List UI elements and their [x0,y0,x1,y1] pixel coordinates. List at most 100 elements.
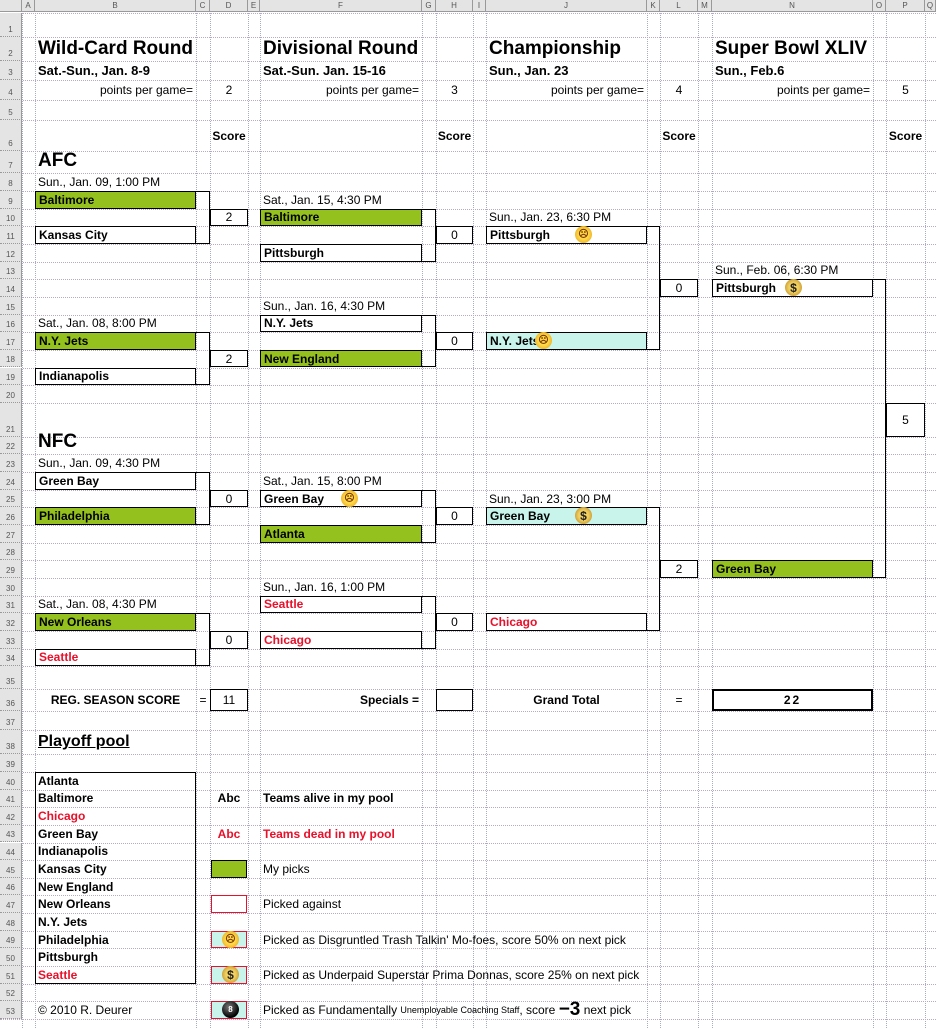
column-header-M[interactable]: M [698,0,712,12]
row-header-49[interactable]: 49 [0,930,22,949]
team-slot[interactable]: Pittsburgh ☹ [486,226,647,244]
column-header-I[interactable]: I [473,0,486,12]
legend-label-part: next pick [580,1003,632,1018]
row-header-43[interactable]: 43 [0,824,22,843]
row-header-41[interactable]: 41 [0,789,22,808]
column-header-O[interactable]: O [873,0,886,12]
row-header-37[interactable]: 37 [0,711,22,731]
row-header-35[interactable]: 35 [0,666,22,690]
row-header-8[interactable]: 8 [0,173,22,191]
select-all-corner[interactable] [0,0,22,12]
row-header-44[interactable]: 44 [0,842,22,861]
team-slot[interactable]: Indianapolis [35,367,196,386]
row-header-9[interactable]: 9 [0,191,22,209]
row-header-27[interactable]: 27 [0,525,22,543]
row-header-21[interactable]: 21 [0,402,22,437]
team-slot[interactable]: Green Bay $ [486,507,647,526]
team-slot[interactable]: Pittsburgh [260,243,422,262]
gridline [0,37,936,38]
team-slot[interactable]: Seattle [35,648,196,667]
row-header-47[interactable]: 47 [0,895,22,914]
column-header-K[interactable]: K [647,0,660,12]
column-header-N[interactable]: N [712,0,873,12]
gridline [473,0,474,1028]
team-slot[interactable]: Green Bay ☹ [260,489,422,508]
row-header-29[interactable]: 29 [0,560,22,578]
row-header-10[interactable]: 10 [0,208,22,227]
row-header-1[interactable]: 1 [0,13,22,37]
row-header-16[interactable]: 16 [0,314,22,333]
team-slot[interactable]: Baltimore [260,208,422,227]
row-header-36[interactable]: 36 [0,689,22,712]
row-header-24[interactable]: 24 [0,472,22,490]
specials-value[interactable] [436,689,473,712]
row-header-31[interactable]: 31 [0,595,22,614]
row-header-34[interactable]: 34 [0,648,22,667]
column-header-Q[interactable]: Q [925,0,936,12]
row-header-17[interactable]: 17 [0,332,22,350]
row-header-51[interactable]: 51 [0,966,22,984]
row-header-46[interactable]: 46 [0,877,22,896]
team-slot[interactable]: New England [260,349,422,368]
row-header-23[interactable]: 23 [0,454,22,473]
team-slot[interactable]: Chicago [486,613,647,631]
row-header-38[interactable]: 38 [0,730,22,755]
row-header-39[interactable]: 39 [0,754,22,772]
row-header-53[interactable]: 53 [0,1001,22,1019]
row-header-15[interactable]: 15 [0,296,22,315]
row-header-48[interactable]: 48 [0,913,22,931]
column-header-B[interactable]: B [35,0,196,12]
row-header-40[interactable]: 40 [0,771,22,790]
row-header-20[interactable]: 20 [0,385,22,403]
column-header-E[interactable]: E [248,0,260,12]
row-header-6[interactable]: 6 [0,120,22,151]
team-slot[interactable]: New Orleans [35,613,196,631]
row-header-22[interactable]: 22 [0,436,22,455]
column-header-H[interactable]: H [436,0,473,12]
team-slot[interactable]: Green Bay [712,560,873,578]
column-header-J[interactable]: J [486,0,647,12]
row-header-18[interactable]: 18 [0,349,22,368]
team-slot[interactable]: Pittsburgh $ [712,279,873,297]
team-slot[interactable]: Green Bay [35,472,196,490]
row-header-33[interactable]: 33 [0,630,22,649]
row-header-25[interactable]: 25 [0,489,22,508]
row-header-14[interactable]: 14 [0,279,22,297]
team-slot[interactable]: Seattle [260,595,422,614]
team-slot[interactable]: Atlanta [260,525,422,543]
row-header-42[interactable]: 42 [0,807,22,825]
column-header-A[interactable]: A [22,0,35,12]
column-header-F[interactable]: F [260,0,422,12]
column-header-D[interactable]: D [210,0,248,12]
team-slot[interactable]: Chicago [260,630,422,649]
team-slot[interactable]: Kansas City [35,226,196,244]
score-header: Score [437,128,472,143]
row-header-12[interactable]: 12 [0,243,22,262]
row-header-19[interactable]: 19 [0,367,22,386]
row-header-45[interactable]: 45 [0,860,22,878]
team-slot[interactable]: Baltimore [35,191,196,209]
column-header-L[interactable]: L [660,0,698,12]
column-header-P[interactable]: P [886,0,925,12]
row-header-13[interactable]: 13 [0,261,22,280]
row-header-5[interactable]: 5 [0,100,22,120]
team-slot[interactable]: N.Y. Jets [260,314,422,333]
row-header-3[interactable]: 3 [0,61,22,80]
team-slot[interactable]: N.Y. Jets [35,332,196,350]
row-header-4[interactable]: 4 [0,80,22,100]
row-header-7[interactable]: 7 [0,151,22,173]
team-slot[interactable]: N.Y. Jets ☹ [486,332,647,350]
game-date: Sun., Jan. 16, 4:30 PM [263,298,386,313]
row-header-2[interactable]: 2 [0,37,22,61]
row-header-26[interactable]: 26 [0,507,22,526]
row-header-50[interactable]: 50 [0,948,22,967]
row-header-30[interactable]: 30 [0,578,22,596]
row-header-32[interactable]: 32 [0,613,22,631]
column-header-G[interactable]: G [422,0,436,12]
row-header-52[interactable]: 52 [0,983,22,1002]
team-slot[interactable]: Philadelphia [35,507,196,526]
gridline [0,1001,936,1003]
row-header-11[interactable]: 11 [0,226,22,244]
row-header-28[interactable]: 28 [0,542,22,561]
column-header-C[interactable]: C [196,0,210,12]
